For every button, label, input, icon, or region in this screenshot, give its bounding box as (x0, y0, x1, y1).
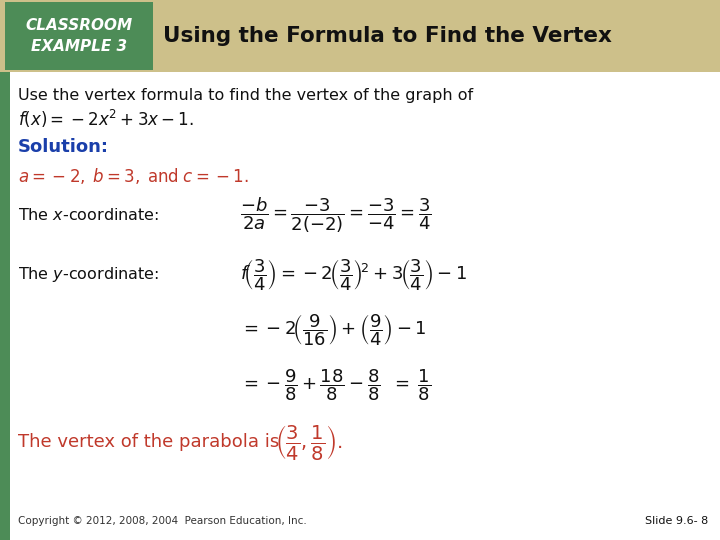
FancyBboxPatch shape (0, 72, 10, 540)
Text: The $x$-coordinate:: The $x$-coordinate: (18, 207, 159, 223)
Text: The vertex of the parabola is: The vertex of the parabola is (18, 433, 285, 451)
Text: $= -\dfrac{9}{8} + \dfrac{18}{8} - \dfrac{8}{8} \;\;=\; \dfrac{1}{8}$: $= -\dfrac{9}{8} + \dfrac{18}{8} - \dfra… (240, 367, 431, 403)
Text: $a = -2,\; b = 3,\; \mathrm{and}\; c = -1.$: $a = -2,\; b = 3,\; \mathrm{and}\; c = -… (18, 166, 249, 186)
FancyBboxPatch shape (5, 2, 153, 70)
Text: $= -2\!\left(\dfrac{9}{16}\right) + \left(\dfrac{9}{4}\right) - 1$: $= -2\!\left(\dfrac{9}{16}\right) + \lef… (240, 312, 427, 348)
Text: Using the Formula to Find the Vertex: Using the Formula to Find the Vertex (163, 26, 612, 46)
Text: $\left(\dfrac{3}{4},\dfrac{1}{8}\right).$: $\left(\dfrac{3}{4},\dfrac{1}{8}\right).… (275, 422, 343, 462)
Text: $f\!\left(\dfrac{3}{4}\right) = -2\!\left(\dfrac{3}{4}\right)^{\!2} + 3\!\left(\: $f\!\left(\dfrac{3}{4}\right) = -2\!\lef… (240, 257, 467, 293)
Text: $\dfrac{-b}{2a} = \dfrac{-3}{2(-2)} = \dfrac{-3}{-4} = \dfrac{3}{4}$: $\dfrac{-b}{2a} = \dfrac{-3}{2(-2)} = \d… (240, 195, 431, 235)
Text: $f(x) = -2x^2 + 3x - 1.$: $f(x) = -2x^2 + 3x - 1.$ (18, 108, 194, 130)
Text: CLASSROOM
EXAMPLE 3: CLASSROOM EXAMPLE 3 (25, 18, 132, 54)
Text: Slide 9.6- 8: Slide 9.6- 8 (644, 516, 708, 526)
FancyBboxPatch shape (0, 0, 720, 72)
Text: Use the vertex formula to find the vertex of the graph of: Use the vertex formula to find the verte… (18, 88, 473, 103)
Text: Copyright © 2012, 2008, 2004  Pearson Education, Inc.: Copyright © 2012, 2008, 2004 Pearson Edu… (18, 516, 307, 526)
Text: Solution:: Solution: (18, 138, 109, 156)
Text: The $y$-coordinate:: The $y$-coordinate: (18, 266, 159, 285)
